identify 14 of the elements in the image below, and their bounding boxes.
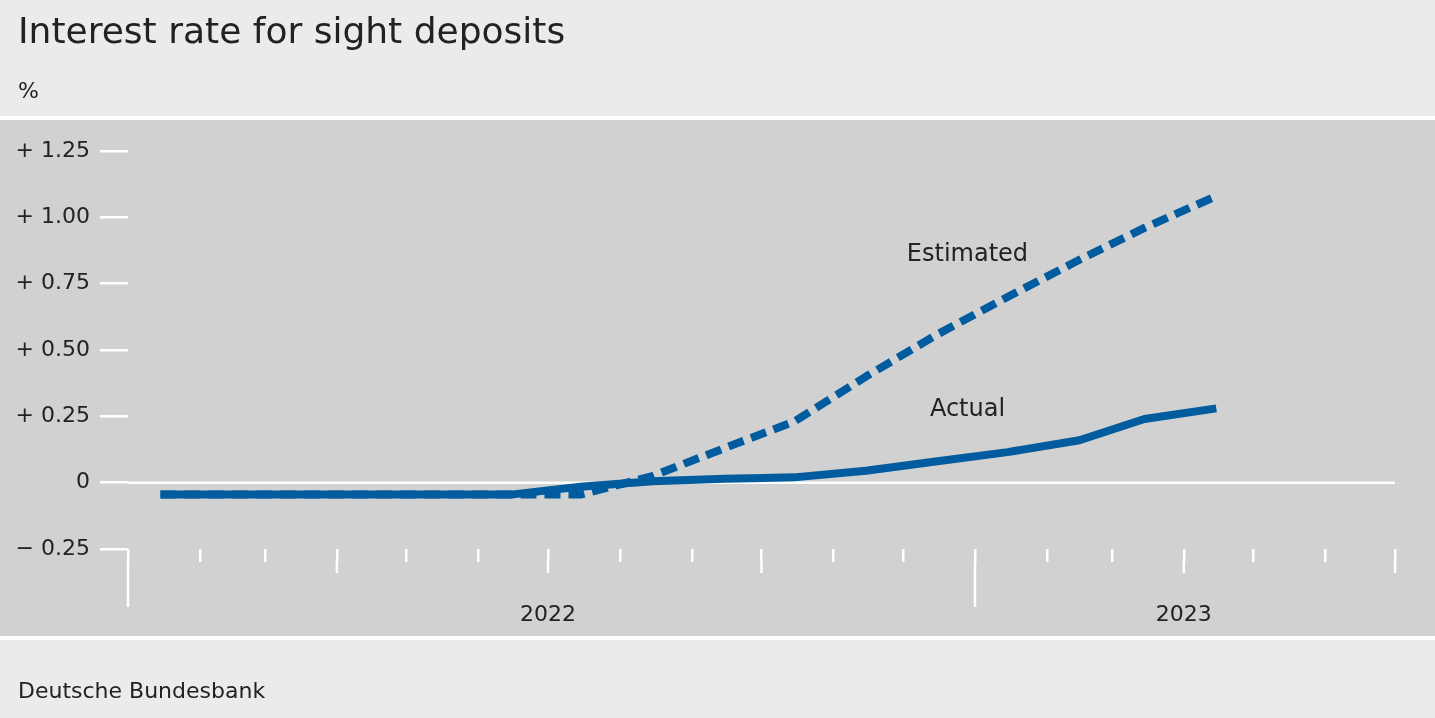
- x-tick-label: 2022: [520, 600, 577, 626]
- series-label: Estimated: [906, 239, 1029, 268]
- y-axis-title: %: [18, 78, 39, 103]
- chart-title: Interest rate for sight deposits: [18, 10, 566, 51]
- y-tick-label: + 1.00: [15, 203, 90, 229]
- x-tick-label: 2023: [1155, 600, 1212, 626]
- y-tick-label: + 1.25: [15, 136, 90, 162]
- y-tick-label: 0: [76, 468, 90, 494]
- series-label: Actual: [929, 394, 1006, 423]
- y-tick-label: + 0.50: [15, 335, 90, 361]
- y-tick-label: + 0.75: [15, 269, 90, 295]
- y-tick-label: + 0.25: [15, 402, 90, 428]
- text: Deutsche Bundesbank: [18, 678, 266, 703]
- y-tick-label: − 0.25: [15, 534, 90, 560]
